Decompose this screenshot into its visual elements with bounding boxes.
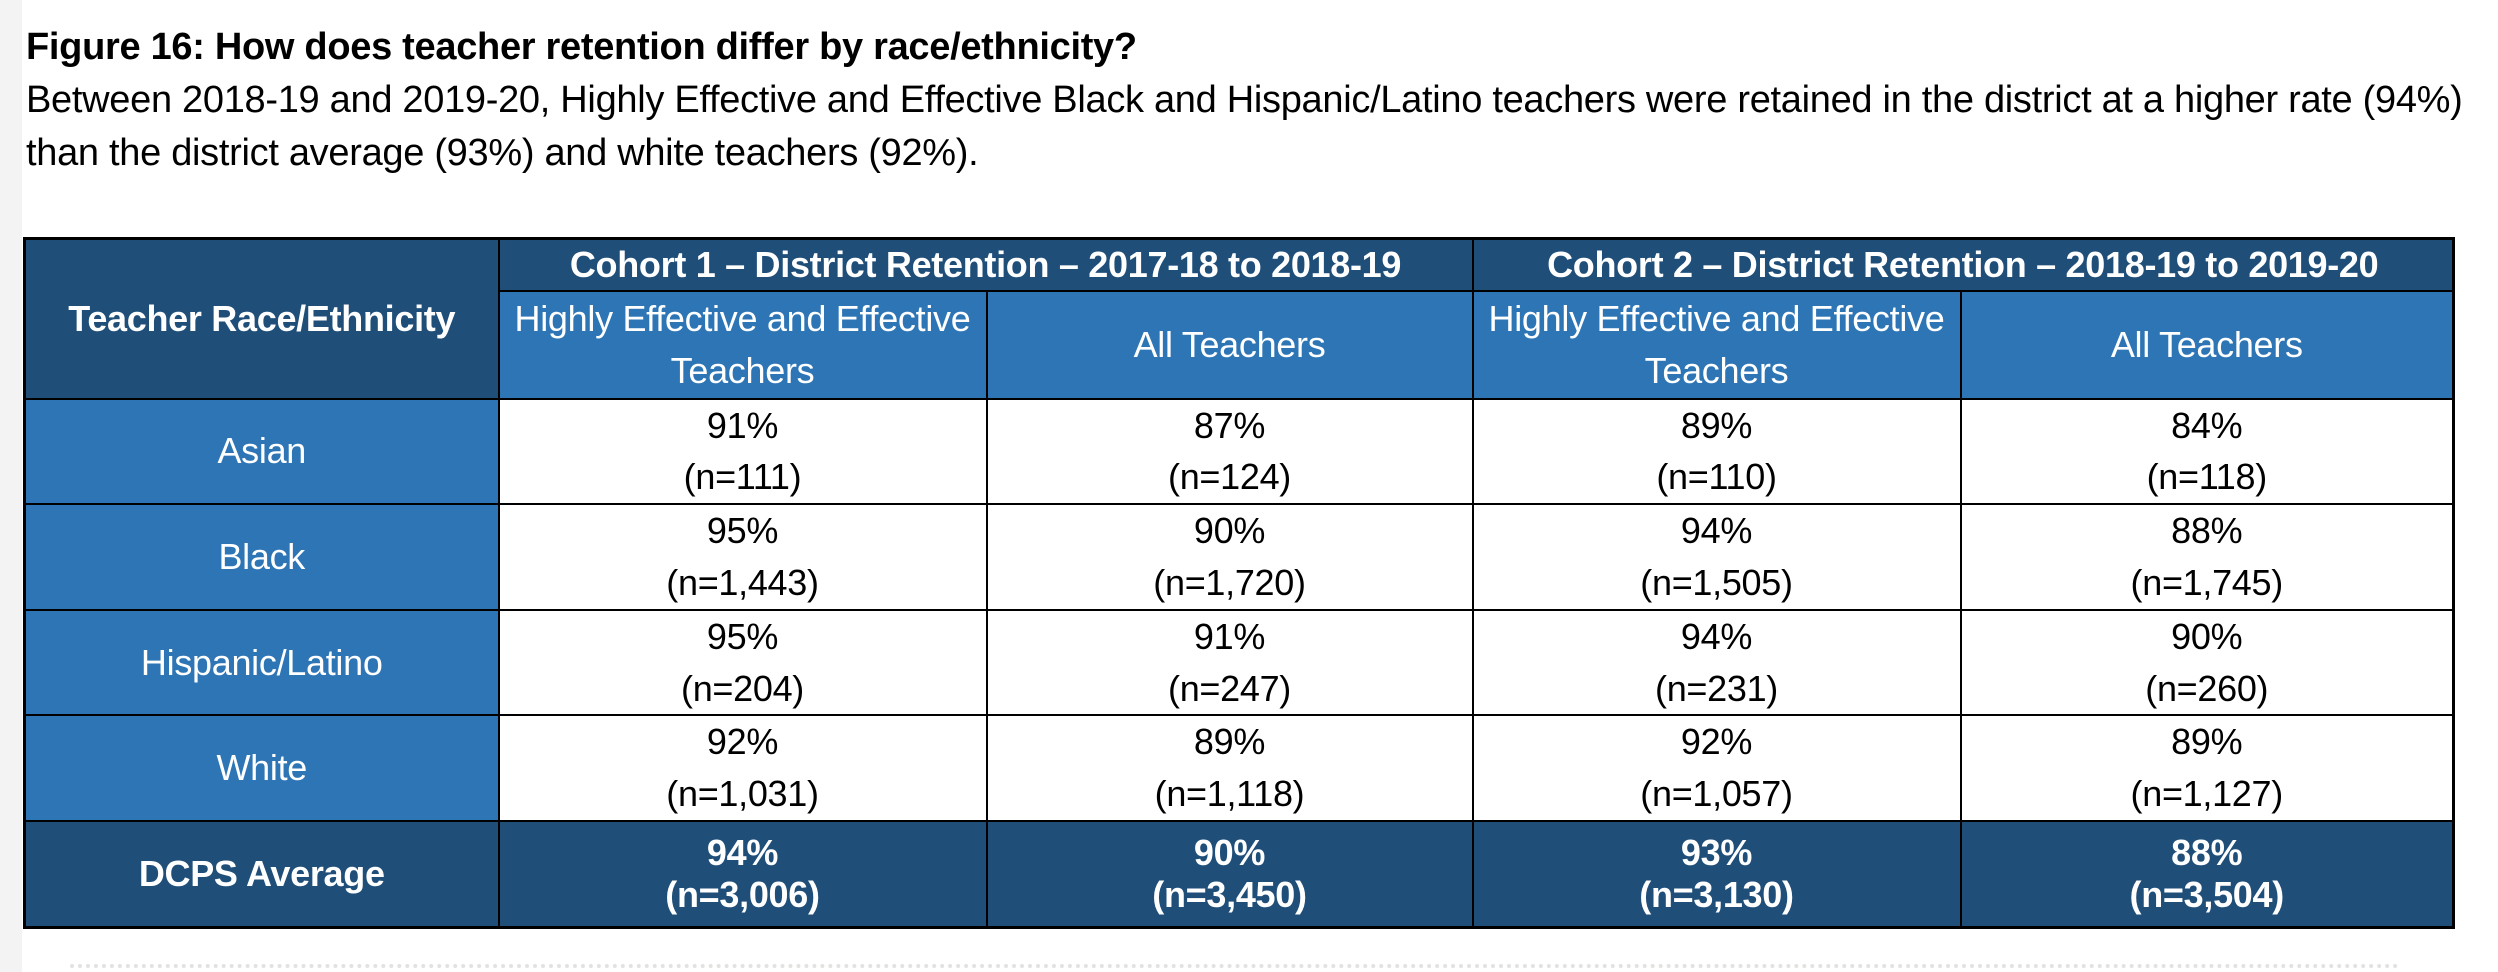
row-label: Asian [23, 397, 500, 506]
retention-n: (n=260) [2145, 667, 2269, 709]
retention-cell: 90% (n=260) [1959, 608, 2455, 717]
retention-n: (n=1,127) [2130, 773, 2284, 815]
retention-percent: 95% [706, 510, 779, 552]
figure-page: Figure 16: How does teacher retention di… [23, 26, 2484, 929]
retention-percent: 89% [2171, 721, 2243, 763]
retention-cell: 94% (n=231) [1471, 608, 1962, 717]
corner-header-cell: Teacher Race/Ethnicity [23, 237, 500, 400]
retention-cell: 93% (n=3,130) [1471, 820, 1962, 929]
retention-n: (n=247) [1168, 667, 1291, 709]
retention-cell: 89% (n=110) [1471, 397, 1962, 506]
retention-percent: 94% [1680, 615, 1753, 657]
retention-n: (n=1,443) [666, 561, 819, 603]
retention-n: (n=3,006) [665, 873, 820, 915]
retention-percent: 89% [1680, 404, 1753, 446]
retention-n: (n=118) [2146, 456, 2268, 498]
retention-n: (n=3,504) [2129, 873, 2285, 915]
page-edge-strip [0, 0, 22, 972]
retention-cell: 90% (n=1,720) [985, 503, 1474, 611]
retention-cell: 92% (n=1,057) [1471, 714, 1962, 823]
retention-percent: 89% [1193, 721, 1266, 763]
retention-cell: 87% (n=124) [985, 397, 1474, 506]
table-row-dcps-average: DCPS Average 94% (n=3,006) 90% (n=3,450)… [23, 820, 2455, 929]
row-label: DCPS Average [23, 820, 500, 929]
retention-cell: 95% (n=204) [497, 608, 988, 717]
next-content-top-edge [70, 964, 2400, 968]
retention-cell: 84% (n=118) [1959, 397, 2455, 506]
retention-n: (n=110) [1656, 456, 1777, 498]
retention-percent: 92% [1680, 721, 1753, 763]
table-row-asian: Asian 91% (n=111) 87% (n=124) 89% (n=110… [23, 397, 2455, 506]
retention-n: (n=1,505) [1640, 561, 1793, 603]
retention-percent: 84% [2171, 404, 2243, 446]
retention-percent: 90% [2171, 615, 2243, 657]
retention-percent: 90% [1193, 510, 1266, 552]
retention-cell: 90% (n=3,450) [985, 820, 1474, 929]
retention-n: (n=1,720) [1153, 561, 1306, 603]
retention-n: (n=204) [681, 667, 804, 709]
retention-n: (n=1,031) [666, 773, 819, 815]
retention-percent: 91% [1193, 615, 1266, 657]
subheader-he-effective-c1: Highly Effective and Effective Teachers [497, 289, 988, 400]
retention-n: (n=231) [1655, 667, 1778, 709]
retention-table-wrapper: Teacher Race/Ethnicity Cohort 1 – Distri… [23, 237, 2484, 929]
retention-cell: 92% (n=1,031) [497, 714, 988, 823]
retention-percent: 88% [2171, 510, 2243, 552]
retention-percent: 90% [1193, 831, 1266, 873]
figure-subtitle: Between 2018-19 and 2019-20, Highly Effe… [26, 79, 2463, 174]
cohort1-header-cell: Cohort 1 – District Retention – 2017-18 … [497, 237, 1474, 292]
retention-percent: 94% [706, 831, 779, 873]
retention-cell: 94% (n=3,006) [497, 820, 988, 929]
retention-cell: 88% (n=3,504) [1959, 820, 2455, 929]
retention-n: (n=3,130) [1639, 873, 1794, 915]
retention-percent: 93% [1680, 831, 1753, 873]
retention-n: (n=1,057) [1640, 773, 1793, 815]
subheader-all-teachers-c2: All Teachers [1959, 289, 2455, 400]
retention-n: (n=111) [683, 456, 802, 498]
retention-cell: 88% (n=1,745) [1959, 503, 2455, 611]
retention-n: (n=1,118) [1154, 773, 1305, 815]
retention-percent: 88% [2171, 831, 2243, 873]
figure-title: Figure 16: How does teacher retention di… [26, 26, 1137, 68]
subheader-he-effective-c2: Highly Effective and Effective Teachers [1471, 289, 1962, 400]
retention-cell: 89% (n=1,127) [1959, 714, 2455, 823]
retention-cell: 91% (n=247) [985, 608, 1474, 717]
retention-cell: 95% (n=1,443) [497, 503, 988, 611]
retention-cell: 89% (n=1,118) [985, 714, 1474, 823]
retention-n: (n=124) [1168, 456, 1291, 498]
row-label: Black [23, 503, 500, 611]
retention-n: (n=1,745) [2130, 561, 2284, 603]
retention-percent: 95% [706, 615, 779, 657]
retention-cell: 91% (n=111) [497, 397, 988, 506]
retention-table: Teacher Race/Ethnicity Cohort 1 – Distri… [23, 237, 2455, 929]
row-label: White [23, 714, 500, 823]
retention-n: (n=3,450) [1152, 873, 1307, 915]
table-subheader-row: Highly Effective and Effective Teachers … [25, 289, 2455, 400]
retention-percent: 92% [706, 721, 779, 763]
retention-percent: 91% [706, 404, 779, 446]
cohort2-header-cell: Cohort 2 – District Retention – 2018-19 … [1471, 237, 2455, 292]
table-header-group-row: Teacher Race/Ethnicity Cohort 1 – Distri… [23, 237, 2455, 400]
table-row-hispanic-latino: Hispanic/Latino 95% (n=204) 91% (n=247) … [23, 608, 2455, 717]
retention-cell: 94% (n=1,505) [1471, 503, 1962, 611]
table-row-white: White 92% (n=1,031) 89% (n=1,118) 92% (n… [23, 714, 2455, 823]
row-label: Hispanic/Latino [23, 608, 500, 717]
subheader-all-teachers-c1: All Teachers [985, 289, 1474, 400]
table-row-black: Black 95% (n=1,443) 90% (n=1,720) 94% (n… [23, 503, 2455, 611]
retention-percent: 94% [1680, 510, 1753, 552]
retention-percent: 87% [1193, 404, 1266, 446]
